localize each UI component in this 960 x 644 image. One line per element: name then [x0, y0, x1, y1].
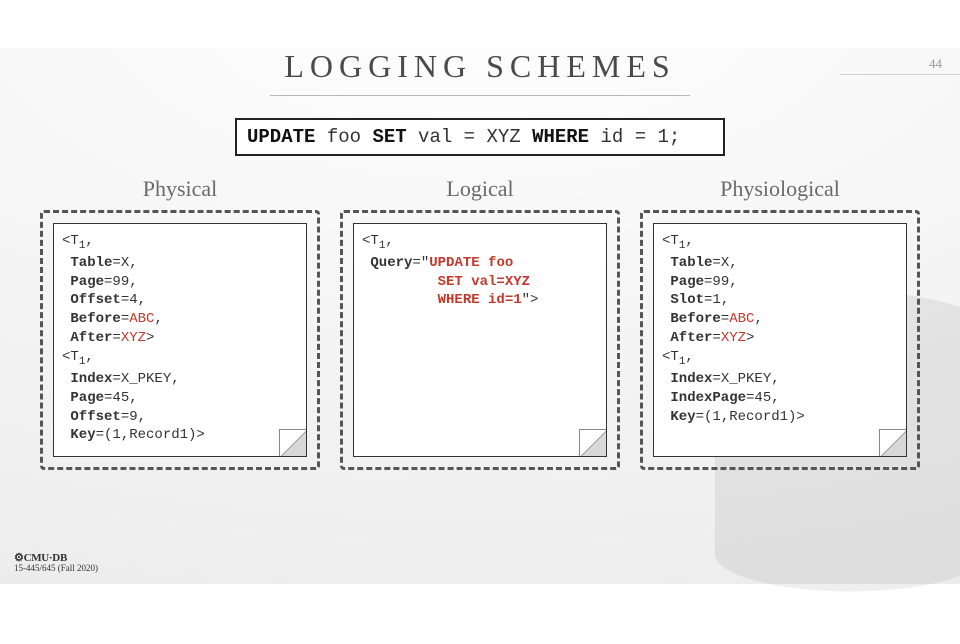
page-fold-icon	[579, 429, 607, 457]
physical-box: <T1, Table=X, Page=99, Offset=4, Before=…	[40, 210, 320, 470]
title-rule	[270, 95, 690, 96]
cmu-logo-icon: ⚙	[14, 552, 24, 564]
footer-logo: CMU·DB	[24, 552, 67, 564]
sql-statement: UPDATE foo SET val = XYZ WHERE id = 1;	[235, 118, 725, 156]
physiological-column: Physiological <T1, Table=X, Page=99, Slo…	[640, 176, 920, 470]
physical-note: <T1, Table=X, Page=99, Offset=4, Before=…	[53, 223, 307, 457]
physiological-note: <T1, Table=X, Page=99, Slot=1, Before=AB…	[653, 223, 907, 457]
page-fold-icon	[279, 429, 307, 457]
logical-column: Logical <T1, Query="UPDATE foo SET val=X…	[340, 176, 620, 470]
logical-box: <T1, Query="UPDATE foo SET val=XYZ WHERE…	[340, 210, 620, 470]
logical-title: Logical	[340, 176, 620, 202]
physical-title: Physical	[40, 176, 320, 202]
slide-title: LOGGING SCHEMES	[0, 48, 960, 85]
logical-note: <T1, Query="UPDATE foo SET val=XYZ WHERE…	[353, 223, 607, 457]
footer-course: 15-445/645 (Fall 2020)	[14, 564, 98, 574]
physiological-box: <T1, Table=X, Page=99, Slot=1, Before=AB…	[640, 210, 920, 470]
footer: ⚙CMU·DB 15-445/645 (Fall 2020)	[14, 552, 98, 574]
page-fold-icon	[879, 429, 907, 457]
physiological-title: Physiological	[640, 176, 920, 202]
schemes-row: Physical <T1, Table=X, Page=99, Offset=4…	[0, 176, 960, 470]
physical-column: Physical <T1, Table=X, Page=99, Offset=4…	[40, 176, 320, 470]
